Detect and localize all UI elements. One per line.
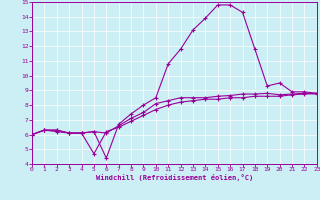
X-axis label: Windchill (Refroidissement éolien,°C): Windchill (Refroidissement éolien,°C) [96,174,253,181]
